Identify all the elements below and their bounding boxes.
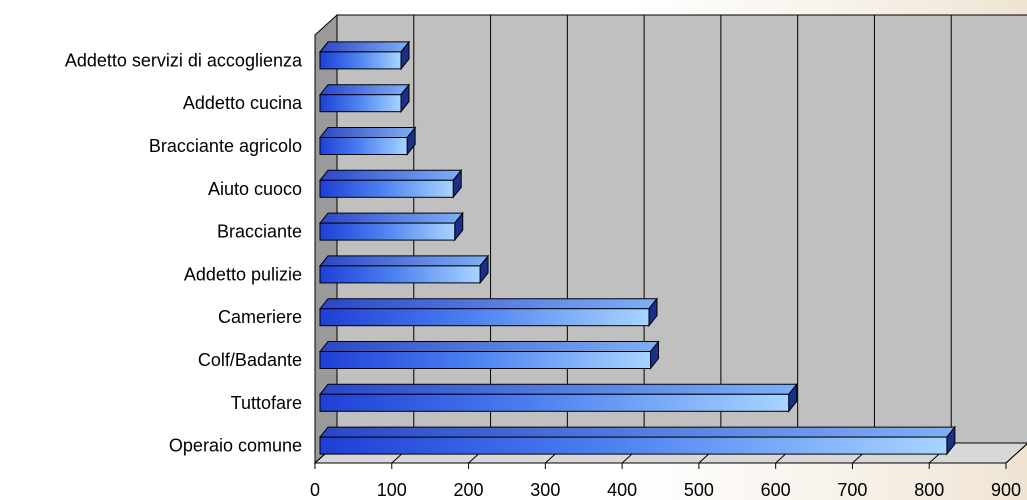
category-label: Operaio comune (169, 436, 302, 456)
bar-front-face (319, 393, 790, 412)
category-label: Colf/Badante (198, 350, 302, 370)
bar-front-face (319, 179, 454, 198)
bar-top-face (318, 426, 956, 438)
x-tick-label: 200 (454, 480, 484, 500)
bar (318, 297, 659, 328)
bar-front-face (319, 222, 456, 241)
category-label: Addetto servizi di accoglienza (65, 50, 303, 70)
category-label: Bracciante (217, 222, 302, 242)
bar-top-face (318, 298, 659, 310)
x-tick-label: 500 (684, 480, 714, 500)
bar-front-face (319, 436, 948, 455)
bar-front-face (319, 94, 402, 113)
bar-front-face (319, 51, 402, 70)
bar-top-face (318, 127, 417, 138)
x-tick-label: 800 (914, 480, 944, 500)
bar-front-face (319, 351, 652, 369)
bar (318, 254, 490, 285)
x-tick-label: 300 (530, 480, 560, 500)
bar-top-face (318, 341, 660, 352)
bar-top-face (318, 255, 490, 267)
category-label: Cameriere (218, 307, 302, 327)
x-tick-label: 900 (991, 480, 1021, 500)
x-tick-label: 400 (607, 480, 637, 500)
bar-front-face (319, 308, 650, 327)
x-tick-label: 100 (377, 480, 407, 500)
bar-top-face (318, 169, 463, 181)
x-tick-label: 600 (761, 480, 791, 500)
bar-front-face (319, 265, 481, 284)
category-label: Tuttofare (231, 393, 302, 413)
bar (318, 126, 417, 156)
bar-front-face (319, 137, 408, 155)
x-tick-label: 700 (837, 480, 867, 500)
category-label: Aiuto cuoco (208, 179, 302, 199)
category-label: Bracciante agricolo (149, 136, 302, 156)
bar (318, 168, 463, 199)
x-tick-label: 0 (310, 480, 320, 500)
bar (318, 83, 411, 114)
bar-top-face (318, 41, 411, 53)
bar (318, 382, 798, 413)
bar (318, 211, 464, 242)
bar-top-face (318, 212, 464, 224)
bar (318, 340, 660, 370)
bar-top-face (318, 84, 411, 96)
category-label: Addetto cucina (183, 93, 303, 113)
bar (318, 425, 956, 456)
bar (318, 40, 411, 71)
category-label: Addetto pulizie (184, 264, 302, 284)
bar-top-face (318, 383, 798, 395)
floor-gridline (1005, 443, 1027, 464)
